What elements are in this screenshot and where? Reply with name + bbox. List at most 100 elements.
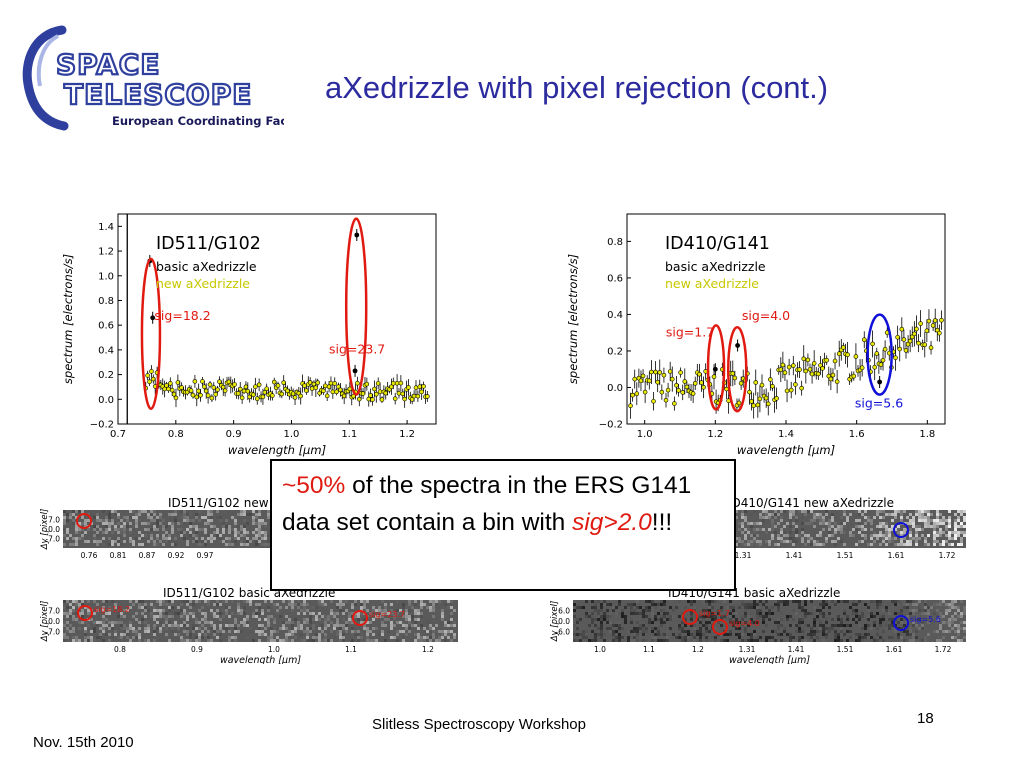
data-point	[809, 371, 815, 377]
strip-pixel	[318, 624, 321, 627]
strip-pixel	[609, 621, 612, 624]
strip-pixel	[225, 627, 228, 630]
strip-pixel	[894, 612, 897, 615]
strip-pixel	[93, 621, 96, 624]
x-axis-label: wavelength [μm]	[228, 443, 326, 457]
strip-pixel	[903, 543, 906, 546]
strip-pixel	[780, 633, 783, 636]
strip-pixel	[288, 618, 291, 621]
strip-pixel	[63, 621, 66, 624]
strip-pixel	[159, 621, 162, 624]
strip-pixel	[186, 612, 189, 615]
strip-pixel	[168, 615, 171, 618]
strip-pixel	[324, 633, 327, 636]
strip-pixel	[441, 615, 444, 618]
strip-pixel	[651, 600, 654, 603]
strip-pixel	[333, 612, 336, 615]
strip-pixel	[597, 609, 600, 612]
strip-pixel	[96, 636, 99, 639]
strip-pixel	[963, 606, 966, 609]
strip-pixel	[807, 612, 810, 615]
strip-pixel	[63, 624, 66, 627]
strip-pixel	[372, 639, 375, 642]
strip-pixel	[942, 621, 945, 624]
strip-pixel	[114, 630, 117, 633]
strip-pixel	[693, 606, 696, 609]
strip-pixel	[801, 522, 804, 525]
data-point	[711, 374, 717, 380]
strip-pixel	[402, 630, 405, 633]
strip-pixel	[708, 615, 711, 618]
strip-pixel	[804, 510, 807, 513]
strip-pixel	[642, 618, 645, 621]
strip-pixel	[210, 612, 213, 615]
strip-pixel	[342, 636, 345, 639]
x-tick-label: 1.6	[849, 429, 865, 440]
strip-pixel	[87, 636, 90, 639]
strip-pixel	[156, 525, 159, 528]
strip-pixel	[915, 531, 918, 534]
strip-pixel	[108, 516, 111, 519]
strip-pixel	[324, 627, 327, 630]
strip-pixel	[156, 534, 159, 537]
outlier-point	[877, 379, 883, 385]
strip-pixel	[891, 606, 894, 609]
strip-pixel	[954, 630, 957, 633]
strip-pixel	[207, 519, 210, 522]
y-tick-label: −0.2	[599, 420, 623, 431]
strip-pixel	[198, 636, 201, 639]
strip-pixel	[798, 624, 801, 627]
strip-pixel	[948, 525, 951, 528]
strip-pixel	[918, 528, 921, 531]
strip-pixel	[240, 528, 243, 531]
strip-pixel	[591, 618, 594, 621]
data-point	[202, 384, 207, 390]
data-point	[194, 394, 200, 400]
strip-pixel	[219, 618, 222, 621]
strip-pixel	[948, 516, 951, 519]
strip-pixel	[108, 627, 111, 630]
strip-pixel	[282, 624, 285, 627]
strip-pixel	[576, 639, 579, 642]
strip-pixel	[390, 609, 393, 612]
strip-pixel	[93, 540, 96, 543]
strip-pixel	[453, 636, 456, 639]
strip-pixel	[804, 639, 807, 642]
strip-pixel	[429, 606, 432, 609]
strip-pixel	[348, 609, 351, 612]
data-point	[374, 391, 379, 397]
strip-pixel	[138, 621, 141, 624]
strip-pixel	[774, 603, 777, 606]
strip-pixel	[108, 543, 111, 546]
strip-pixel	[69, 603, 72, 606]
strip-pixel	[579, 639, 582, 642]
strip-pixel	[591, 639, 594, 642]
strip-pixel	[438, 612, 441, 615]
strip-pixel	[171, 627, 174, 630]
strip-pixel	[714, 627, 717, 630]
strip-pixel	[651, 606, 654, 609]
strip-pixel	[273, 639, 276, 642]
strip-pixel	[900, 519, 903, 522]
strip-pixel	[288, 639, 291, 642]
strip-pixel	[219, 639, 222, 642]
strip-pixel	[267, 627, 270, 630]
strip-pixel	[156, 600, 159, 603]
strip-pixel	[756, 639, 759, 642]
strip-pixel	[753, 513, 756, 516]
strip-pixel	[897, 612, 900, 615]
strip-pixel	[324, 615, 327, 618]
strip-pixel	[99, 519, 102, 522]
strip-pixel	[798, 603, 801, 606]
strip-pixel	[162, 624, 165, 627]
strip-pixel	[594, 639, 597, 642]
strip-pixel	[963, 630, 966, 633]
strip-pixel	[840, 528, 843, 531]
strip-pixel	[783, 534, 786, 537]
strip-pixel	[621, 615, 624, 618]
strip-pixel	[795, 540, 798, 543]
strip-pixel	[897, 621, 900, 624]
strip-pixel	[366, 639, 369, 642]
strip-pixel	[822, 600, 825, 603]
strip-pixel	[234, 537, 237, 540]
